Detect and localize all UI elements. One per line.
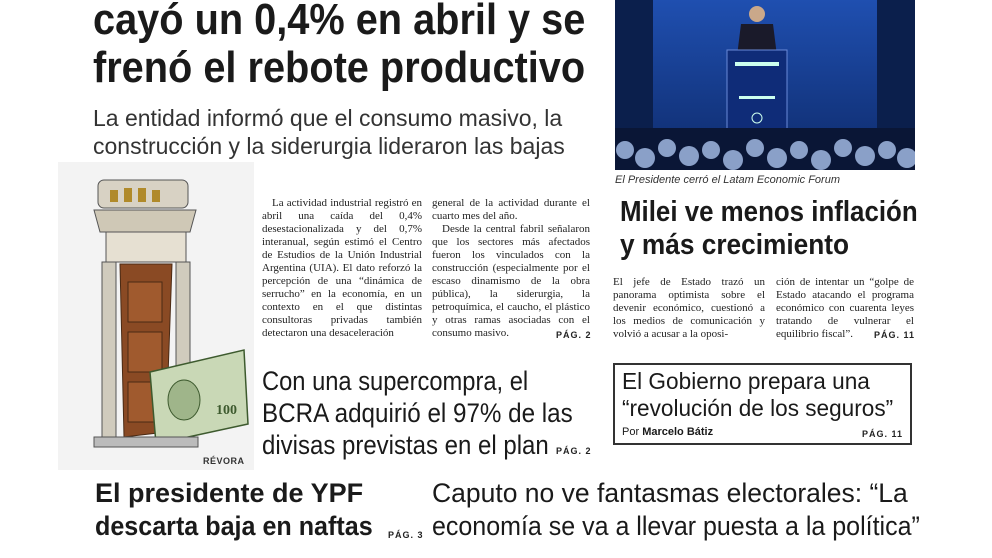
headline-line: Caputo no ve fantasmas electorales: “La — [432, 478, 908, 508]
body-paragraph: La actividad industrial registró en abri… — [262, 197, 422, 339]
headline-line: Milei ve menos inflación — [620, 196, 918, 228]
headline-line: Con una supercompra, el — [262, 366, 529, 396]
headline-line: y más crecimiento — [620, 229, 850, 261]
page-ref: PÁG. 11 — [862, 429, 904, 439]
photo-caption: El Presidente cerró el Latam Economic Fo… — [615, 174, 840, 186]
headline-line: cayó un 0,4% en abril y se — [93, 0, 586, 44]
cartoon: 100 — [58, 162, 254, 470]
headline-line: El presidente de YPF — [95, 478, 364, 508]
body-paragraph: Desde la central fabril señalaron que lo… — [432, 223, 590, 339]
byline-prefix: Por — [622, 426, 640, 438]
body-column: El jefe de Estado trazó un panorama opti… — [613, 276, 765, 341]
headline-line: descarta baja en naftas — [95, 511, 373, 541]
photo — [615, 0, 915, 170]
subheadline-line: construcción y la siderurgia lideraron l… — [93, 133, 565, 159]
page-ref: PÁG. 2 — [556, 330, 592, 340]
byline: Por Marcelo Bátiz — [622, 426, 713, 438]
author: Marcelo Bátiz — [642, 426, 714, 438]
page-ref: PÁG. 3 — [388, 530, 424, 540]
headline-line: “revolución de los seguros” — [622, 395, 894, 421]
body-paragraph: general de la actividad durante el cuart… — [432, 197, 590, 222]
cartoon-signature: RÉVORA — [203, 456, 245, 466]
body-paragraph: ción de intentar un “golpe de Estado ata… — [776, 276, 914, 340]
svg-text:100: 100 — [216, 403, 237, 418]
page-ref: PÁG. 11 — [874, 330, 916, 340]
headline-line: divisas previstas en el plan — [262, 430, 549, 460]
subheadline-line: La entidad informó que el consumo masivo… — [93, 105, 563, 131]
body-column: La actividad industrial registró en abri… — [262, 197, 422, 340]
story-box — [613, 363, 912, 445]
headline-line: frenó el rebote productivo — [93, 43, 586, 92]
body-column: general de la actividad durante el cuart… — [432, 197, 590, 340]
headline-line: economía se va a llevar puesta a la polí… — [432, 511, 920, 541]
headline-line: El Gobierno prepara una — [622, 368, 870, 394]
body-paragraph: El jefe de Estado trazó un panorama opti… — [613, 276, 765, 340]
headline-line: BCRA adquirió el 97% de las — [262, 398, 573, 428]
body-column: ción de intentar un “golpe de Estado ata… — [776, 276, 914, 341]
page-ref: PÁG. 2 — [556, 446, 592, 456]
